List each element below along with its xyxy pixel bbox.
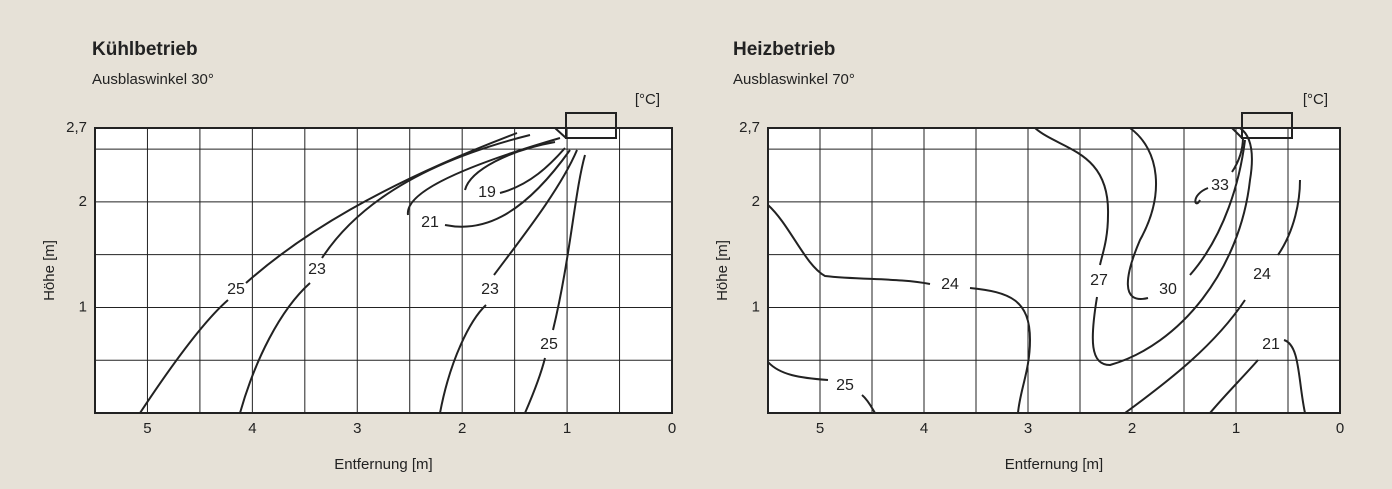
x-tick-label: 2: [458, 420, 466, 437]
x-tick-label: 0: [668, 420, 676, 437]
contour-label: 23: [308, 261, 326, 278]
contour-label: 27: [1090, 272, 1108, 289]
contour-line: [1194, 136, 1244, 205]
device: [554, 112, 617, 139]
contour-line: [1126, 127, 1246, 301]
x-tick-label: 0: [1336, 420, 1344, 437]
contour-label: 24: [1253, 266, 1271, 283]
contour-line: [464, 141, 566, 194]
contour-label: 24: [941, 276, 959, 293]
contour-line: [524, 154, 586, 414]
contour-label: 30: [1159, 281, 1177, 298]
x-tick-label: 4: [248, 420, 256, 437]
y-axis-label: Höhe [m]: [41, 240, 58, 301]
unit-label: [°C]: [635, 91, 660, 108]
contour-label: 33: [1211, 177, 1229, 194]
y-tick-label: 2,7: [66, 119, 87, 136]
plot-border: [94, 127, 673, 414]
y-tick-label: 2: [79, 193, 87, 210]
chart-subtitle: Ausblaswinkel 70°: [733, 71, 855, 88]
plot-area: [767, 127, 1341, 414]
chart-title: Kühlbetrieb: [92, 39, 198, 60]
unit-label: [°C]: [1303, 91, 1328, 108]
x-tick-label: 1: [563, 420, 571, 437]
contour-line: [767, 361, 876, 414]
contour-label: 25: [836, 377, 854, 394]
contour-label: 23: [481, 281, 499, 298]
plot-area: [94, 127, 673, 414]
contour-line: [139, 132, 518, 414]
contour-label: 21: [1262, 336, 1280, 353]
contour-line: [767, 204, 1032, 414]
x-tick-label: 2: [1128, 420, 1136, 437]
chart-subtitle: Ausblaswinkel 30°: [92, 71, 214, 88]
contour-line: [1209, 339, 1306, 414]
contour-label: 25: [227, 281, 245, 298]
x-tick-label: 3: [353, 420, 361, 437]
y-tick-label: 1: [752, 298, 760, 315]
x-axis-label: Entfernung [m]: [334, 456, 432, 473]
plot-border: [767, 127, 1341, 414]
y-tick-label: 1: [79, 298, 87, 315]
contour-label: 25: [540, 336, 558, 353]
contour-label: 19: [478, 184, 496, 201]
contour-line: [1124, 179, 1301, 414]
x-tick-label: 3: [1024, 420, 1032, 437]
x-tick-label: 5: [816, 420, 824, 437]
x-axis-label: Entfernung [m]: [1005, 456, 1103, 473]
y-tick-label: 2,7: [739, 119, 760, 136]
y-axis-label: Höhe [m]: [714, 240, 731, 301]
contour-line: [239, 134, 531, 414]
contour-line: [1034, 127, 1253, 367]
chart-title: Heizbetrieb: [733, 39, 835, 60]
x-tick-label: 5: [143, 420, 151, 437]
contour-label: 21: [421, 214, 439, 231]
y-tick-label: 2: [752, 193, 760, 210]
x-tick-label: 4: [920, 420, 928, 437]
x-tick-label: 1: [1232, 420, 1240, 437]
contour-line: [439, 149, 578, 414]
